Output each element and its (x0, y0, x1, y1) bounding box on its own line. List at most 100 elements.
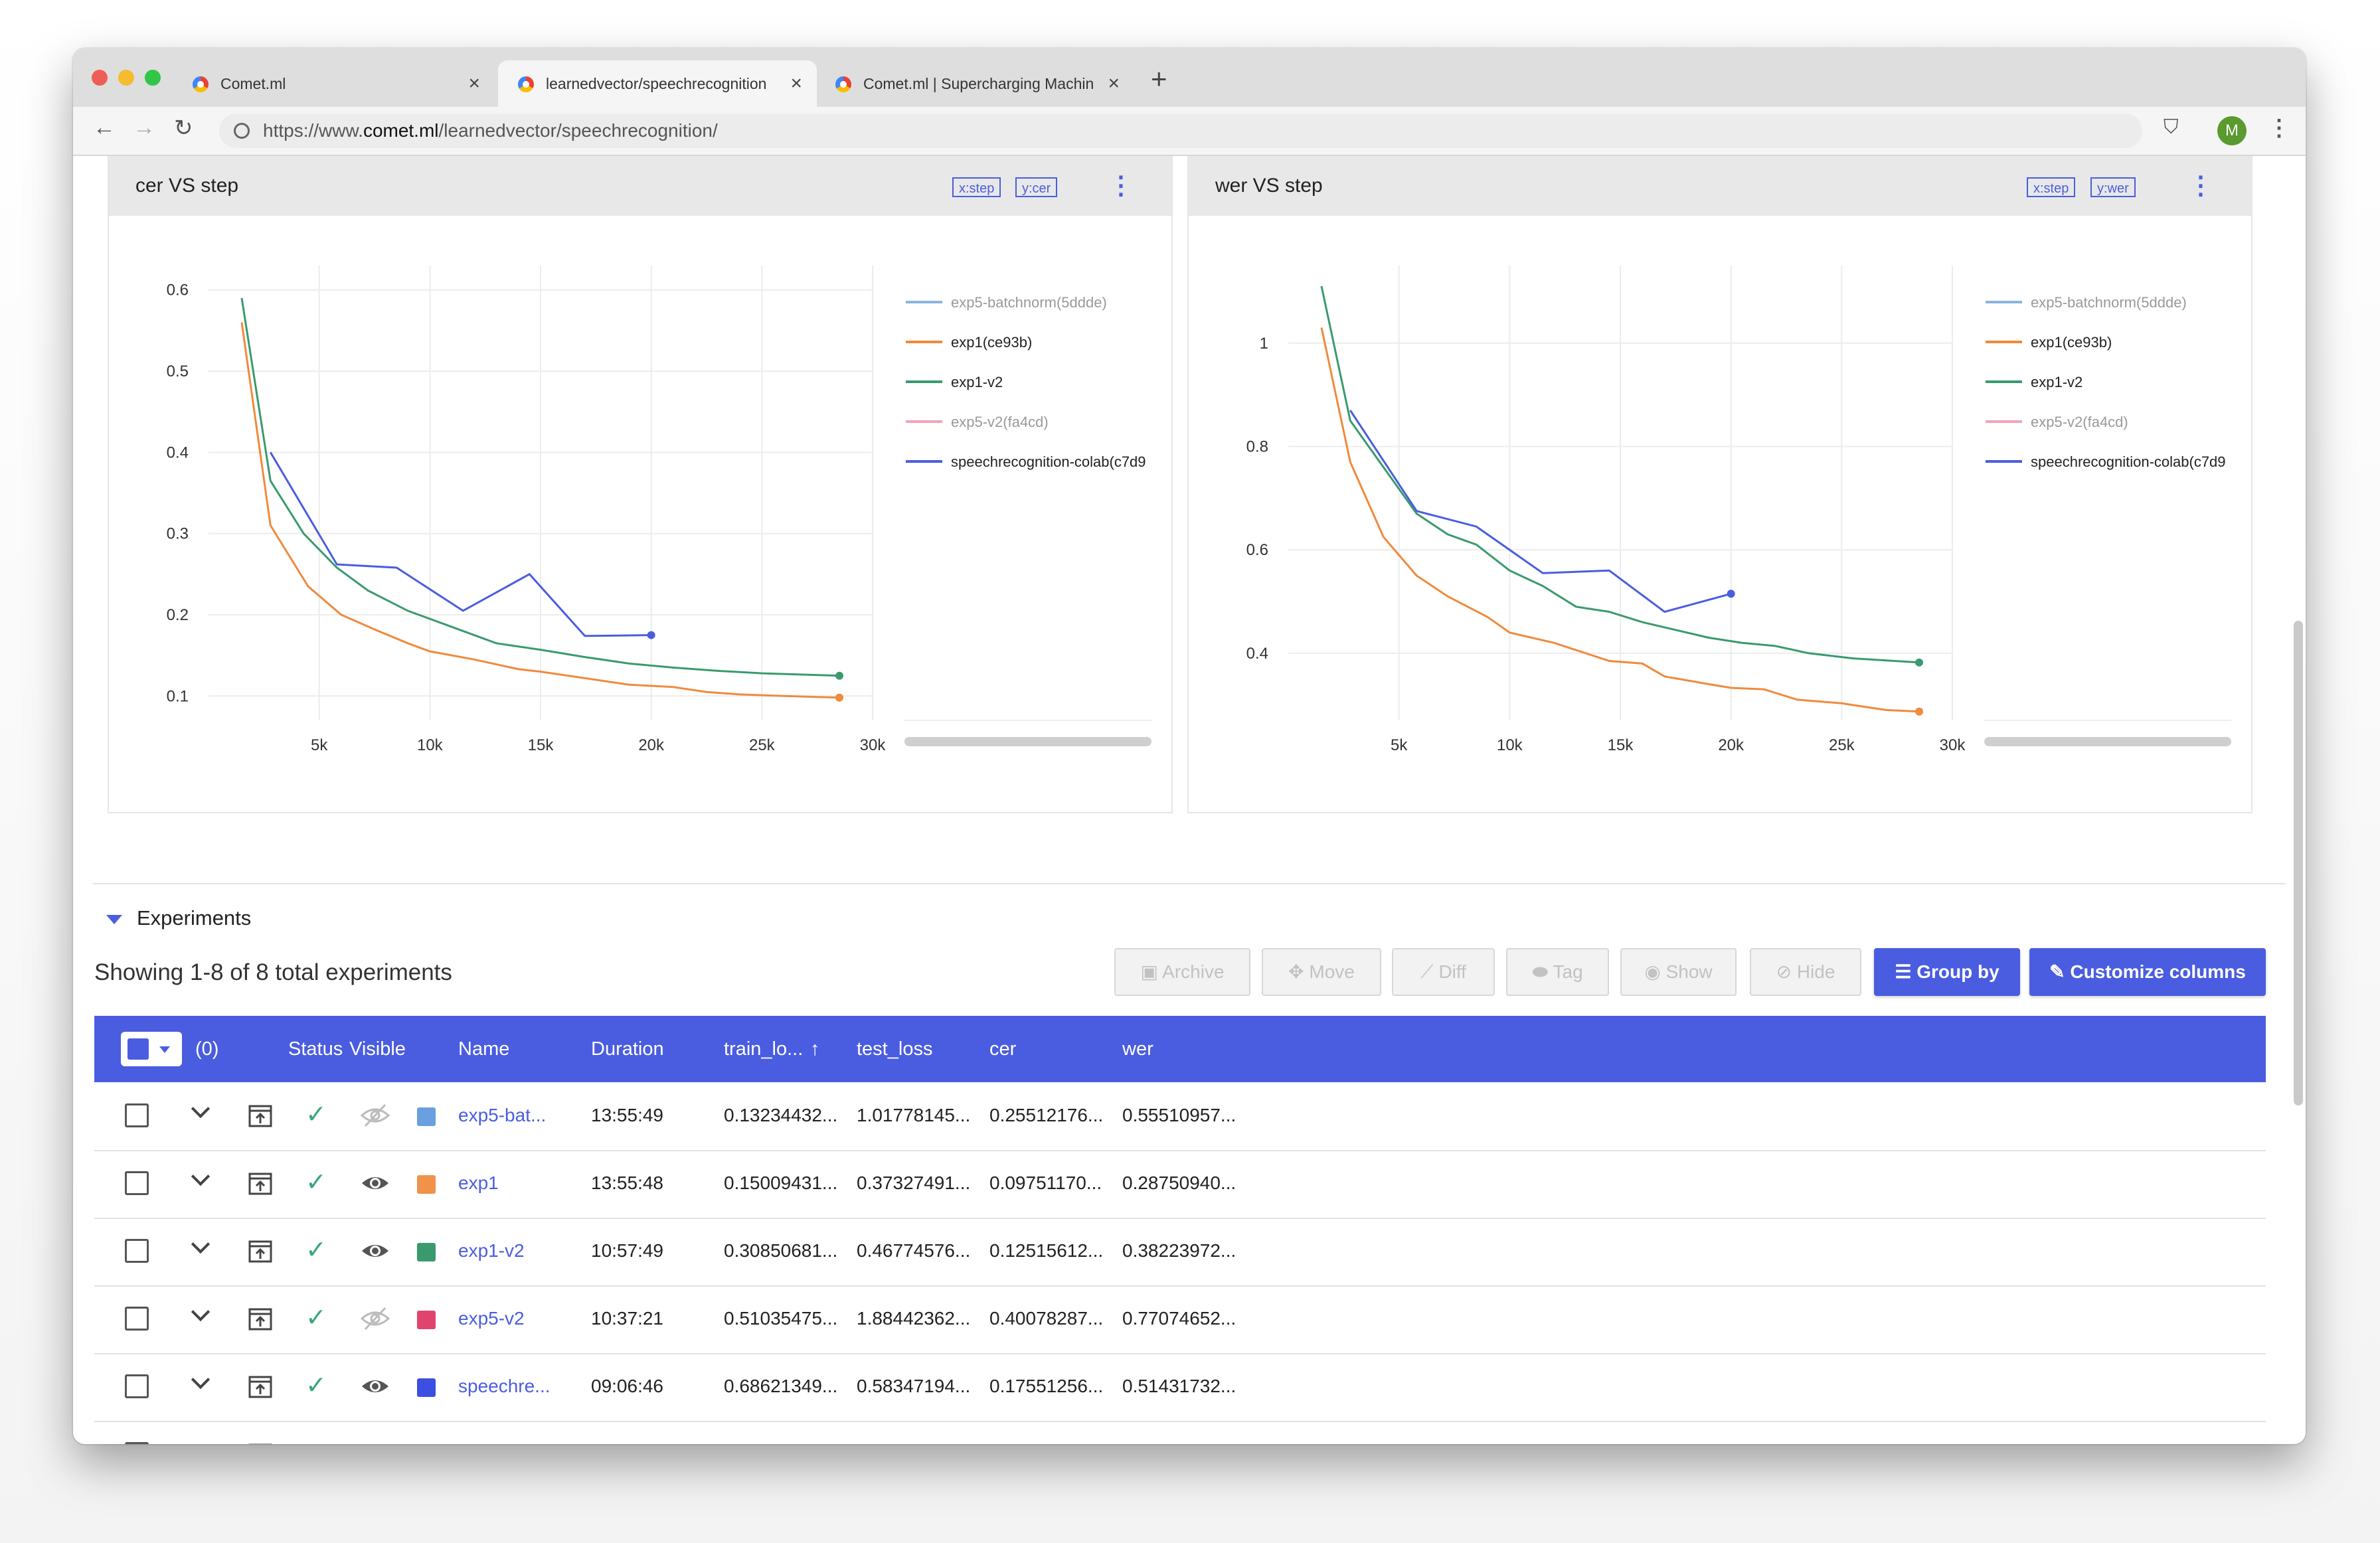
close-tab-icon[interactable]: × (468, 72, 480, 94)
pocket-icon[interactable]: ⛉ (2164, 116, 2179, 138)
open-experiment-icon[interactable] (247, 1238, 274, 1264)
url-field[interactable]: https://www.comet.ml/learnedvector/speec… (219, 114, 2142, 148)
experiment-color-swatch[interactable] (417, 1311, 436, 1329)
col-duration[interactable]: Duration (591, 1038, 664, 1060)
chart-menu-icon[interactable]: ⋮ (2188, 172, 2213, 200)
visible-eye-icon[interactable] (360, 1373, 390, 1400)
forward-icon[interactable]: → (133, 115, 155, 140)
table-row[interactable]: ✓ exp1-v2 10:57:49 0.30850681... 0.46774576.… (94, 1218, 2266, 1287)
hidden-eye-icon[interactable] (360, 1305, 390, 1332)
close-window-button[interactable] (92, 70, 108, 86)
experiment-color-swatch[interactable] (417, 1243, 436, 1261)
row-checkbox[interactable] (125, 1239, 149, 1263)
col-visible[interactable]: Visible (349, 1038, 406, 1060)
visible-eye-icon[interactable] (360, 1441, 390, 1444)
open-experiment-icon[interactable] (247, 1102, 274, 1129)
col-cer[interactable]: cer (989, 1038, 1017, 1060)
col-name[interactable]: Name (458, 1038, 510, 1060)
avatar[interactable]: M (2217, 116, 2247, 145)
new-tab-button[interactable]: + (1151, 63, 1167, 94)
open-experiment-icon[interactable] (247, 1170, 274, 1196)
x-axis-tag[interactable]: x:step (952, 177, 1001, 197)
col-test-loss[interactable]: test_loss (857, 1038, 933, 1060)
select-all-checkbox (128, 1038, 149, 1060)
experiment-color-swatch[interactable] (417, 1175, 436, 1194)
tab-comet[interactable]: Comet.ml × (173, 60, 495, 107)
diff-button[interactable]: ⟋ Diff (1392, 948, 1495, 996)
table-row[interactable]: ✓ speechre... 09:06:46 0.68621349... 0.58347… (94, 1353, 2266, 1422)
col-status[interactable]: Status (288, 1038, 343, 1060)
table-row[interactable]: ✓ exp5-bat... 13:55:49 0.13234432... 1.01778… (94, 1082, 2266, 1151)
expand-row-chevron-icon[interactable] (191, 1370, 211, 1390)
row-checkbox[interactable] (125, 1307, 149, 1331)
expand-row-chevron-icon[interactable] (191, 1099, 211, 1119)
row-checkbox[interactable] (125, 1374, 149, 1398)
minimize-window-button[interactable] (118, 70, 134, 86)
open-experiment-icon[interactable] (247, 1305, 274, 1332)
col-train-loss[interactable]: train_lo... (724, 1038, 804, 1060)
expand-row-chevron-icon[interactable] (191, 1167, 211, 1186)
tab-speechrecognition[interactable]: learnedvector/speechrecognition × (498, 60, 817, 107)
group-by-button[interactable]: ☰ Group by (1874, 948, 2020, 996)
table-row[interactable]: ✓ exp1 13:55:48 0.15009431... 0.37327491... 0… (94, 1150, 2266, 1219)
chart-cer-svg: 5k 10k 15k 20k 25k 30k 0.1 0.2 0.3 0.4 0.5 0.6 exp5-… (167, 266, 1151, 754)
back-icon[interactable]: ← (93, 115, 116, 140)
address-bar: ← → ↻ https://www.comet.ml/learnedvector… (73, 107, 2306, 156)
experiment-name-link[interactable]: exp1-v2 (458, 1240, 525, 1261)
browser-menu-icon[interactable]: ⋮ (2268, 116, 2290, 141)
select-all-dropdown[interactable] (121, 1032, 182, 1066)
table-row[interactable]: ✓ exp5-v2 10:37:21 0.51035475... 1.88442362.… (94, 1285, 2266, 1354)
customize-columns-button[interactable]: ✎ Customize columns (2029, 948, 2266, 996)
open-experiment-icon[interactable] (247, 1373, 274, 1400)
row-checkbox[interactable] (125, 1171, 149, 1195)
status-complete-check-icon: ✓ (305, 1101, 327, 1129)
page-scrollbar[interactable] (2294, 621, 2303, 1105)
visible-eye-icon[interactable] (360, 1238, 390, 1264)
hide-button[interactable]: ⊘ Hide (1750, 948, 1861, 996)
chart-header: wer VS step x:step y:wer ⋮ (1189, 156, 2251, 216)
experiment-name-link[interactable]: exp1 (458, 1173, 499, 1193)
status-complete-check-icon: ✓ (305, 1169, 327, 1196)
table-row[interactable]: ✓ speechre... 00:36:41 2.86903262... (94, 1421, 2266, 1444)
show-button[interactable]: ◉ Show (1620, 948, 1737, 996)
y-axis-tag[interactable]: y:cer (1015, 177, 1058, 197)
reload-icon[interactable]: ↻ (174, 116, 193, 141)
experiments-count: Showing 1-8 of 8 total experiments (94, 959, 452, 985)
zoom-window-button[interactable] (145, 70, 161, 86)
move-button[interactable]: ✥ Move (1262, 948, 1381, 996)
legend-entry: exp5-v2(fa4cd) (2031, 414, 2128, 430)
experiment-color-swatch[interactable] (417, 1378, 436, 1397)
chart-title: cer VS step (135, 175, 239, 197)
experiment-name-link[interactable]: exp5-v2 (458, 1308, 525, 1329)
y-tick-label: 0.6 (167, 282, 189, 299)
tab-title: learnedvector/speechrecognition (546, 75, 767, 92)
visible-eye-icon[interactable] (360, 1170, 390, 1196)
experiment-name-link[interactable]: speechre... (458, 1443, 551, 1444)
tab-comet-supercharging[interactable]: Comet.ml | Supercharging Machine × (815, 60, 1134, 107)
open-experiment-icon[interactable] (247, 1441, 274, 1444)
col-wer[interactable]: wer (1122, 1038, 1153, 1060)
expand-row-chevron-icon[interactable] (191, 1437, 211, 1444)
x-axis-tag[interactable]: x:step (2027, 177, 2076, 197)
hidden-eye-icon[interactable] (360, 1102, 390, 1129)
close-tab-icon[interactable]: × (1108, 72, 1120, 94)
y-tick-label: 0.3 (167, 525, 189, 543)
cer-cell: 0.09751170... (989, 1173, 1102, 1193)
expand-row-chevron-icon[interactable] (191, 1234, 211, 1254)
tag-button[interactable]: ⬬ Tag (1506, 948, 1609, 996)
experiment-name-link[interactable]: exp5-bat... (458, 1105, 547, 1125)
archive-button[interactable]: ▣ Archive (1114, 948, 1250, 996)
row-checkbox[interactable] (125, 1442, 149, 1444)
row-checkbox[interactable] (125, 1103, 149, 1127)
experiment-name-link[interactable]: speechre... (458, 1376, 551, 1396)
experiment-color-swatch[interactable] (417, 1107, 436, 1126)
duration-cell: 10:57:49 (591, 1240, 663, 1261)
sort-ascending-icon[interactable]: ↑ (810, 1038, 820, 1060)
chart-menu-icon[interactable]: ⋮ (1108, 172, 1134, 200)
site-info-icon[interactable] (234, 123, 250, 139)
experiments-section-toggle[interactable]: Experiments (106, 906, 251, 930)
close-tab-icon[interactable]: × (790, 72, 802, 94)
y-axis-tag[interactable]: y:wer (2090, 177, 2136, 197)
expand-row-chevron-icon[interactable] (191, 1302, 211, 1322)
wer-cell: 0.55510957... (1122, 1105, 1236, 1125)
